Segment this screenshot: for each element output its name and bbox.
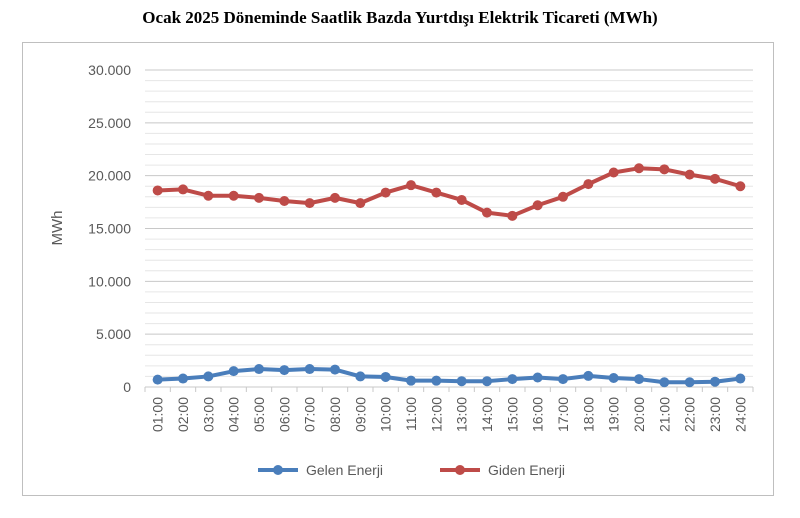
data-point	[507, 374, 518, 385]
chart-frame	[22, 42, 774, 496]
data-point	[203, 371, 214, 382]
x-tick-label: 03:00	[200, 397, 216, 432]
data-point	[178, 184, 188, 195]
x-tick-label: 05:00	[251, 397, 267, 432]
x-tick-label: 11:00	[403, 397, 419, 431]
data-point	[684, 377, 695, 388]
x-axis-ticks: 01:00 02:00 03:00 04:00 05:00 06:00 07:00 08:00…	[144, 387, 754, 432]
grid-lines	[145, 69, 753, 388]
data-point	[532, 372, 543, 383]
series-layer	[152, 163, 746, 388]
legend-marker	[273, 465, 283, 475]
data-point	[608, 373, 619, 384]
y-axis-label: MWh	[49, 211, 66, 246]
y-tick-label: 20.000	[88, 168, 131, 184]
data-point	[431, 187, 442, 198]
x-tick-label: 20:00	[631, 397, 647, 432]
legend-item: Giden Enerji	[440, 462, 565, 478]
y-tick-label: 5.000	[96, 326, 131, 342]
x-tick-label: 21:00	[656, 397, 672, 432]
data-point	[228, 366, 239, 377]
data-point	[583, 179, 594, 190]
data-point	[735, 373, 746, 384]
y-tick-label: 10.000	[88, 273, 131, 289]
data-point	[355, 198, 366, 209]
data-point	[355, 371, 366, 382]
data-point	[380, 187, 391, 198]
legend-marker	[455, 465, 465, 475]
data-point	[558, 191, 568, 202]
x-tick-label: 13:00	[454, 397, 470, 432]
data-point	[659, 164, 670, 175]
x-tick-label: 19:00	[606, 397, 622, 432]
x-tick-label: 16:00	[530, 397, 546, 432]
data-point	[684, 169, 695, 180]
data-point	[558, 374, 568, 385]
x-tick-label: 08:00	[327, 397, 343, 432]
x-tick-label: 07:00	[302, 397, 318, 432]
legend: Gelen Enerji Giden Enerji	[258, 462, 565, 478]
legend-label: Giden Enerji	[488, 462, 565, 478]
data-point	[380, 371, 391, 382]
x-tick-label: 22:00	[682, 397, 698, 432]
x-tick-label: 02:00	[175, 397, 191, 432]
x-tick-label: 24:00	[732, 397, 748, 432]
data-point	[507, 210, 518, 221]
y-tick-label: 0	[123, 379, 131, 395]
data-point	[254, 192, 264, 203]
data-point	[228, 190, 239, 201]
series-line	[155, 367, 743, 385]
legend-label: Gelen Enerji	[306, 462, 383, 478]
data-point	[659, 377, 670, 388]
x-tick-label: 18:00	[580, 397, 596, 432]
data-point	[406, 375, 416, 386]
data-point	[152, 374, 163, 385]
data-point	[735, 181, 746, 192]
data-point	[710, 376, 720, 387]
series-gelen-enerji	[152, 364, 746, 388]
x-tick-label: 17:00	[555, 397, 571, 432]
x-tick-label: 01:00	[150, 397, 166, 432]
x-tick-label: 06:00	[276, 397, 292, 432]
y-tick-label: 15.000	[88, 221, 131, 237]
data-point	[482, 376, 492, 387]
data-point	[482, 207, 492, 218]
chart-title: Ocak 2025 Döneminde Saatlik Bazda Yurtdı…	[142, 8, 658, 27]
data-point	[304, 198, 315, 209]
series-giden-enerji	[152, 163, 746, 221]
data-point	[330, 364, 340, 375]
legend-item: Gelen Enerji	[258, 462, 383, 478]
data-point	[634, 163, 644, 174]
x-tick-label: 04:00	[226, 397, 242, 432]
y-tick-label: 30.000	[88, 62, 131, 78]
data-point	[279, 196, 290, 207]
data-point	[456, 376, 467, 387]
x-tick-label: 15:00	[504, 397, 520, 432]
data-point	[178, 373, 188, 384]
y-axis-ticks: 0 5.000 10.000 15.000 20.000 25.000 30.000	[88, 62, 131, 395]
data-point	[532, 200, 543, 211]
data-point	[634, 374, 644, 385]
data-point	[279, 365, 290, 376]
data-point	[203, 190, 214, 201]
data-point	[431, 375, 442, 386]
x-tick-label: 10:00	[378, 397, 394, 432]
x-tick-label: 23:00	[707, 397, 723, 432]
data-point	[152, 185, 163, 196]
data-point	[406, 180, 416, 191]
x-tick-label: 14:00	[479, 397, 495, 432]
data-point	[583, 370, 594, 381]
x-tick-label: 09:00	[352, 397, 368, 432]
data-point	[254, 364, 264, 375]
data-point	[304, 364, 315, 375]
data-point	[710, 173, 720, 184]
x-tick-label: 12:00	[428, 397, 444, 432]
y-tick-label: 25.000	[88, 115, 131, 131]
data-point	[330, 192, 340, 203]
data-point	[608, 167, 619, 178]
data-point	[456, 194, 467, 205]
